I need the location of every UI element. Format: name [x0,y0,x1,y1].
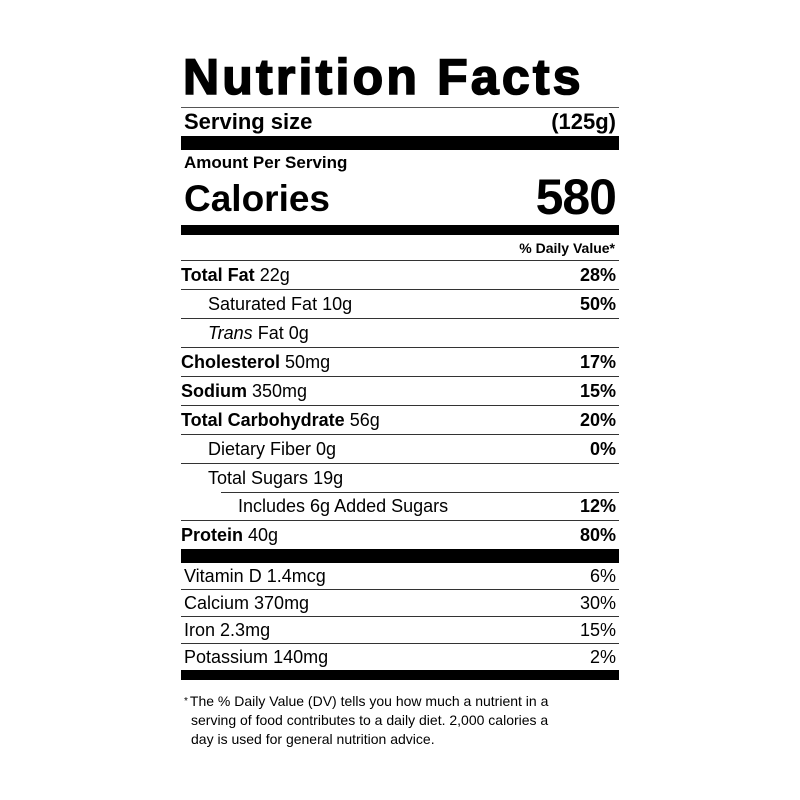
vitamin-name: Vitamin D [184,565,262,586]
daily-value-header: % Daily Value* [519,239,615,256]
nutrient-name: Total Fat [181,264,255,285]
nutrient-amount: 50mg [285,351,331,372]
label-title: Nutrition Facts [182,48,584,106]
calories-value: 580 [535,169,617,225]
nutrient-dv: 80% [579,524,616,545]
nutrient-amount: 19g [313,467,344,488]
nutrient-row-total-sugars: Total Sugars 19g [181,463,619,492]
thick-divider [181,549,619,563]
nutrient-name: Total Sugars [208,467,309,488]
nutrient-row-cholesterol: Cholesterol 50mg 17% [181,347,619,376]
vitamin-dv: 15% [579,619,616,640]
nutrient-row-trans-fat: Trans Fat 0g [181,318,619,347]
nutrient-name: Total Carbohydrate [181,409,345,430]
nutrient-row-total-fat: Total Fat 22g 28% [181,260,619,289]
nutrient-name: Sodium [181,380,247,401]
nutrient-dv: 12% [579,495,616,516]
thick-divider [181,670,619,680]
amount-per-serving: Amount Per Serving [184,153,348,172]
nutrient-name: Protein [181,524,244,545]
vitamin-dv: 30% [579,592,616,613]
nutrient-amount: 350mg [252,380,308,401]
calories-label: Calories [184,178,331,219]
vitamin-row-vitamin-d: Vitamin D 1.4mcg 6% [181,563,619,589]
nutrient-name-italic: Trans [208,322,253,343]
nutrient-row-protein: Protein 40g 80% [181,520,619,549]
footnote-line: serving of food contributes to a daily d… [191,712,549,728]
vitamin-row-iron: Iron 2.3mg 15% [181,616,619,643]
vitamin-amount: 370mg [254,592,310,613]
nutrient-dv: 20% [579,409,616,430]
nutrient-dv: 15% [579,380,616,401]
nutrient-row-saturated-fat: Saturated Fat 10g 50% [181,289,619,318]
vitamin-row-calcium: Calcium 370mg 30% [181,589,619,616]
vitamin-amount: 1.4mcg [266,565,326,586]
nutrient-dv: 50% [579,293,616,314]
thick-divider [181,225,619,235]
nutrient-row-added-sugars: Includes 6g Added Sugars 12% [181,492,619,520]
serving-size-label: Serving size [184,109,313,134]
vitamin-amount: 2.3mg [220,619,271,640]
serving-size-row: Serving size (125g) [181,108,619,136]
thick-divider [181,136,619,150]
serving-size-value: (125g) [551,109,616,134]
vitamin-name: Calcium [184,592,250,613]
calories-row: Calories 580 [181,169,619,225]
vitamin-dv: 6% [589,565,616,586]
nutrient-amount: 40g [248,524,279,545]
vitamin-name: Iron [184,619,216,640]
nutrient-row-total-carbohydrate: Total Carbohydrate 56g 20% [181,405,619,434]
footnote-asterisk: * [184,696,188,707]
nutrient-dv: 28% [579,264,616,285]
nutrient-row-dietary-fiber: Dietary Fiber 0g 0% [181,434,619,463]
nutrient-dv: 17% [579,351,616,372]
nutrient-amount: 56g [349,409,380,430]
nutrient-row-sodium: Sodium 350mg 15% [181,376,619,405]
nutrient-amount: 0g [288,322,309,343]
nutrient-name: Includes 6g Added Sugars [238,495,449,516]
divider [181,107,619,108]
vitamin-amount: 140mg [273,646,329,667]
nutrient-name: Cholesterol [181,351,281,372]
nutrient-name: Fat [257,322,284,343]
nutrient-amount: 0g [316,438,337,459]
nutrient-name: Saturated Fat [208,293,318,314]
vitamin-row-potassium: Potassium 140mg 2% [181,643,619,670]
nutrient-name: Dietary Fiber [208,438,312,459]
nutrient-amount: 10g [322,293,353,314]
vitamin-name: Potassium [184,646,269,667]
footnote-line: day is used for general nutrition advice… [191,731,435,747]
nutrition-facts-label: Nutrition Facts Serving size (125g) Amou… [181,48,619,749]
nutrient-amount: 22g [259,264,290,285]
footnote: * The % Daily Value (DV) tells you how mu… [181,692,619,749]
nutrient-dv: 0% [589,438,616,459]
vitamin-dv: 2% [589,646,616,667]
footnote-line: The % Daily Value (DV) tells you how muc… [189,693,549,709]
